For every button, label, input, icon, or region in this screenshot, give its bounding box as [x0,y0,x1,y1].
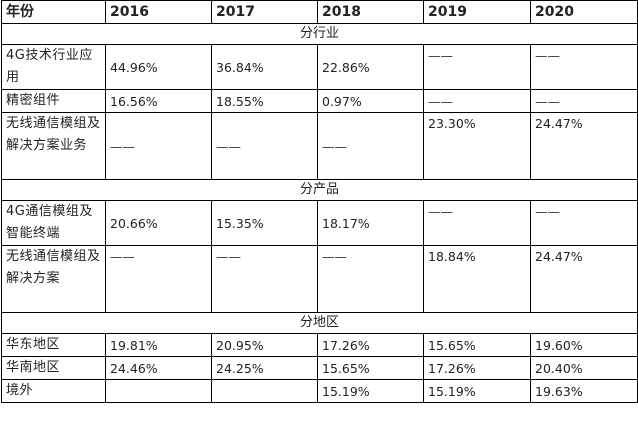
table-cell: 15.65% [423,333,531,357]
table-cell: 15.35% [211,200,318,246]
table-cell: 36.84% [211,44,318,90]
table-row: 境外 15.19% 15.19% 19.63% [1,379,638,403]
table-row: 无线通信模组及 解决方案 —— —— —— 18.84% 24.47% [1,245,638,313]
section-row-industry: 分行业 [1,23,638,45]
table-cell: 17.26% [423,356,531,380]
section-title: 分行业 [1,23,638,45]
header-cell-2019: 2019 [423,0,531,24]
table-cell: 19.81% [105,333,212,357]
table-cell: 20.95% [211,333,318,357]
section-row-region: 分地区 [1,312,638,334]
header-cell-year: 年份 [1,0,106,24]
table-cell: 17.26% [317,333,424,357]
table-cell: 20.40% [530,356,638,380]
table-cell: —— [530,200,638,246]
table-cell: 22.86% [317,44,424,90]
table-cell: 15.19% [423,379,531,403]
row-label: 境外 [1,379,106,403]
table-cell: —— [317,245,424,313]
table-cell: 24.47% [530,112,638,180]
row-label: 无线通信模组及 解决方案 [1,245,106,313]
header-cell-2016: 2016 [105,0,212,24]
table-cell: 18.55% [211,89,318,113]
table-row: 无线通信模组及解决方案业务 —— —— —— 23.30% 24.47% [1,112,638,180]
row-label: 华东地区 [1,333,106,357]
section-title: 分地区 [1,312,638,334]
table-cell: —— [423,44,531,90]
table-cell: 15.19% [317,379,424,403]
table-cell: 23.30% [423,112,531,180]
header-cell-2018: 2018 [317,0,424,24]
table-cell: —— [211,112,318,180]
table-cell: 18.84% [423,245,531,313]
table-cell: 19.63% [530,379,638,403]
table-row: 4G通信模组及智能终端 20.66% 15.35% 18.17% —— —— [1,200,638,246]
table-cell: 44.96% [105,44,212,90]
table-cell: —— [423,89,531,113]
table-cell: —— [317,112,424,180]
table-row: 4G技术行业应用 44.96% 36.84% 22.86% —— —— [1,44,638,90]
table-cell: 18.17% [317,200,424,246]
header-cell-2020: 2020 [530,0,638,24]
table-cell [211,379,318,403]
table-row: 华东地区 19.81% 20.95% 17.26% 15.65% 19.60% [1,333,638,357]
table-cell: 19.60% [530,333,638,357]
table-row: 精密组件 16.56% 18.55% 0.97% —— —— [1,89,638,113]
table-cell: —— [530,89,638,113]
section-row-product: 分产品 [1,179,638,201]
row-label: 华南地区 [1,356,106,380]
header-cell-2017: 2017 [211,0,318,24]
row-label: 4G技术行业应用 [1,44,106,90]
section-title: 分产品 [1,179,638,201]
gross-margin-table: 年份 2016 2017 2018 2019 2020 分行业 4G技术行业应用… [1,0,638,403]
table-cell: —— [105,112,212,180]
table-cell: —— [423,200,531,246]
table-cell: —— [105,245,212,313]
row-label: 精密组件 [1,89,106,113]
table-cell: 20.66% [105,200,212,246]
table-cell: 24.25% [211,356,318,380]
table-row: 华南地区 24.46% 24.25% 15.65% 17.26% 20.40% [1,356,638,380]
table-cell: 15.65% [317,356,424,380]
header-row: 年份 2016 2017 2018 2019 2020 [1,0,638,24]
table-cell: 16.56% [105,89,212,113]
row-label: 无线通信模组及解决方案业务 [1,112,106,180]
row-label: 4G通信模组及智能终端 [1,200,106,246]
table-cell: 24.46% [105,356,212,380]
table-cell: 24.47% [530,245,638,313]
table-cell: 0.97% [317,89,424,113]
table-cell: —— [530,44,638,90]
table-cell [105,379,212,403]
table-cell: —— [211,245,318,313]
